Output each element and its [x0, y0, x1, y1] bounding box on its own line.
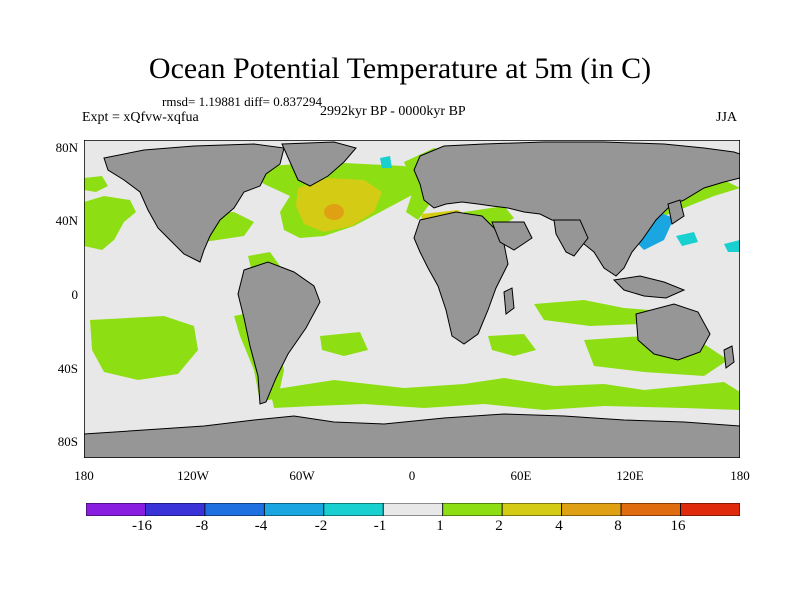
- anomaly-patch: [380, 156, 392, 168]
- anomaly-patch: [84, 176, 108, 192]
- land-japan: [667, 199, 685, 225]
- period-label: 2992kyr BP - 0000kyr BP: [320, 104, 466, 119]
- colorbar-label: 1: [436, 518, 444, 534]
- lat-label-80s: 80S: [57, 434, 78, 449]
- colorbar-swatch: [680, 503, 740, 516]
- land-north-america: [103, 143, 285, 263]
- lon-label-60e: 60E: [510, 468, 532, 483]
- land-southeast-asia-islands: [612, 275, 686, 299]
- colorbar-swatch: [323, 503, 384, 516]
- anomaly-patch: [324, 204, 344, 220]
- land-arabia: [491, 221, 533, 251]
- stats-text: rmsd= 1.19881 diff= 0.837294: [162, 94, 322, 109]
- anomaly-patch: [90, 316, 198, 380]
- anomaly-patch: [724, 240, 740, 252]
- landmasses: [84, 141, 740, 458]
- colorbar-label: 2: [495, 518, 503, 534]
- colorbar-label: -1: [373, 518, 387, 534]
- anomaly-patch: [296, 178, 382, 232]
- lat-label-40s: 40S: [57, 361, 78, 376]
- land-greenland: [281, 141, 357, 187]
- anomaly-patch: [270, 378, 740, 410]
- colorbar-label: 4: [555, 518, 563, 534]
- land-new-zealand: [723, 345, 735, 369]
- colorbar-swatch: [382, 503, 444, 516]
- colorbar-swatch: [204, 503, 265, 516]
- colorbar-label: -2: [314, 518, 328, 534]
- lon-label-60w: 60W: [289, 468, 315, 483]
- anomaly-patch: [488, 334, 536, 356]
- lon-label-120w: 120W: [177, 468, 209, 483]
- land-south-america: [237, 261, 321, 405]
- land-madagascar: [503, 287, 515, 315]
- lon-label-120e: 120E: [616, 468, 644, 483]
- lat-label-40n: 40N: [55, 213, 78, 228]
- season-label: JJA: [716, 110, 738, 125]
- experiment-label: Expt = xQfvw-xqfua: [82, 110, 199, 125]
- colorbar-swatch: [86, 503, 146, 516]
- anomaly-patch: [320, 332, 368, 356]
- colorbar-swatch: [501, 503, 563, 516]
- colorbar-swatch: [145, 503, 206, 516]
- anomaly-patch: [84, 196, 136, 250]
- anomaly-patch: [676, 232, 698, 246]
- land-africa: [413, 211, 509, 345]
- lon-label-180e: 180: [730, 468, 750, 483]
- colorbar-label: -16: [132, 518, 152, 534]
- lat-label-0: 0: [71, 287, 79, 302]
- lon-label-180w: 180: [74, 468, 94, 483]
- colorbar-swatch: [561, 503, 622, 516]
- land-india: [553, 219, 589, 257]
- lon-label-0: 0: [408, 468, 416, 483]
- plot-title: Ocean Potential Temperature at 5m (in C): [148, 52, 652, 85]
- colorbar: [86, 503, 740, 516]
- anomaly-patch: [534, 300, 650, 326]
- land-eurasia: [413, 141, 740, 277]
- land-australia: [635, 303, 711, 361]
- colorbar-label: -8: [195, 518, 209, 534]
- colorbar-label: 16: [670, 518, 686, 534]
- colorbar-label: -4: [254, 518, 268, 534]
- lat-label-80n: 80N: [55, 140, 78, 155]
- colorbar-swatch: [442, 503, 503, 516]
- colorbar-swatch: [620, 503, 681, 516]
- colorbar-swatch: [263, 503, 325, 516]
- temperature-map: [84, 140, 740, 458]
- land-antarctica: [84, 413, 740, 458]
- colorbar-label: 8: [614, 518, 622, 534]
